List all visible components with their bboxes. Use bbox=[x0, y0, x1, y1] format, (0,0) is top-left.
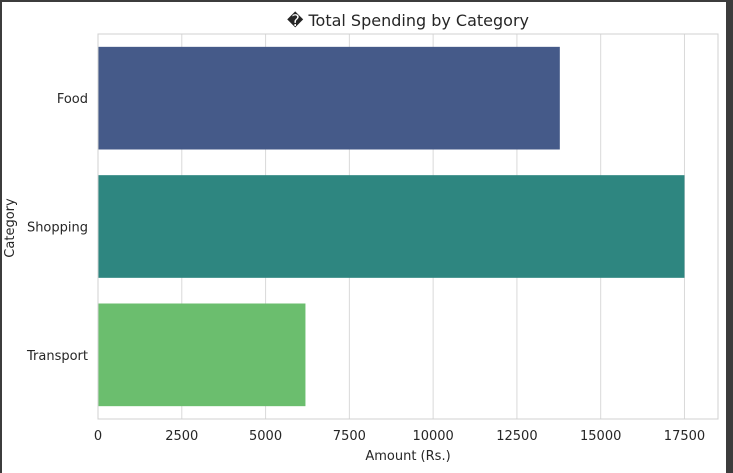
x-tick-label: 10000 bbox=[412, 429, 453, 444]
plot-frame bbox=[97, 33, 719, 420]
x-tick-label: 5000 bbox=[249, 429, 282, 444]
bars bbox=[98, 46, 685, 407]
bar-food bbox=[98, 46, 560, 150]
x-tick-label: 17500 bbox=[664, 429, 705, 444]
bar-transport bbox=[98, 303, 306, 407]
x-tick-labels: 0 2500 5000 7500 10000 12500 15000 17500 bbox=[94, 429, 705, 444]
x-tick-label: 0 bbox=[94, 429, 102, 444]
x-tick-label: 12500 bbox=[496, 429, 537, 444]
x-tick-label: 7500 bbox=[333, 429, 366, 444]
bar-shopping bbox=[98, 175, 685, 278]
x-tick-label: 15000 bbox=[580, 429, 621, 444]
x-tick-label: 2500 bbox=[165, 429, 198, 444]
y-tick-label: Shopping bbox=[27, 221, 88, 236]
y-axis-label: Category bbox=[3, 198, 18, 258]
x-axis-label: Amount (Rs.) bbox=[365, 449, 450, 464]
y-tick-label: Food bbox=[57, 92, 88, 107]
y-tick-labels: Food Shopping Transport bbox=[26, 92, 88, 364]
y-tick-label: Transport bbox=[26, 349, 88, 364]
chart-title: � Total Spending by Category bbox=[287, 11, 529, 30]
